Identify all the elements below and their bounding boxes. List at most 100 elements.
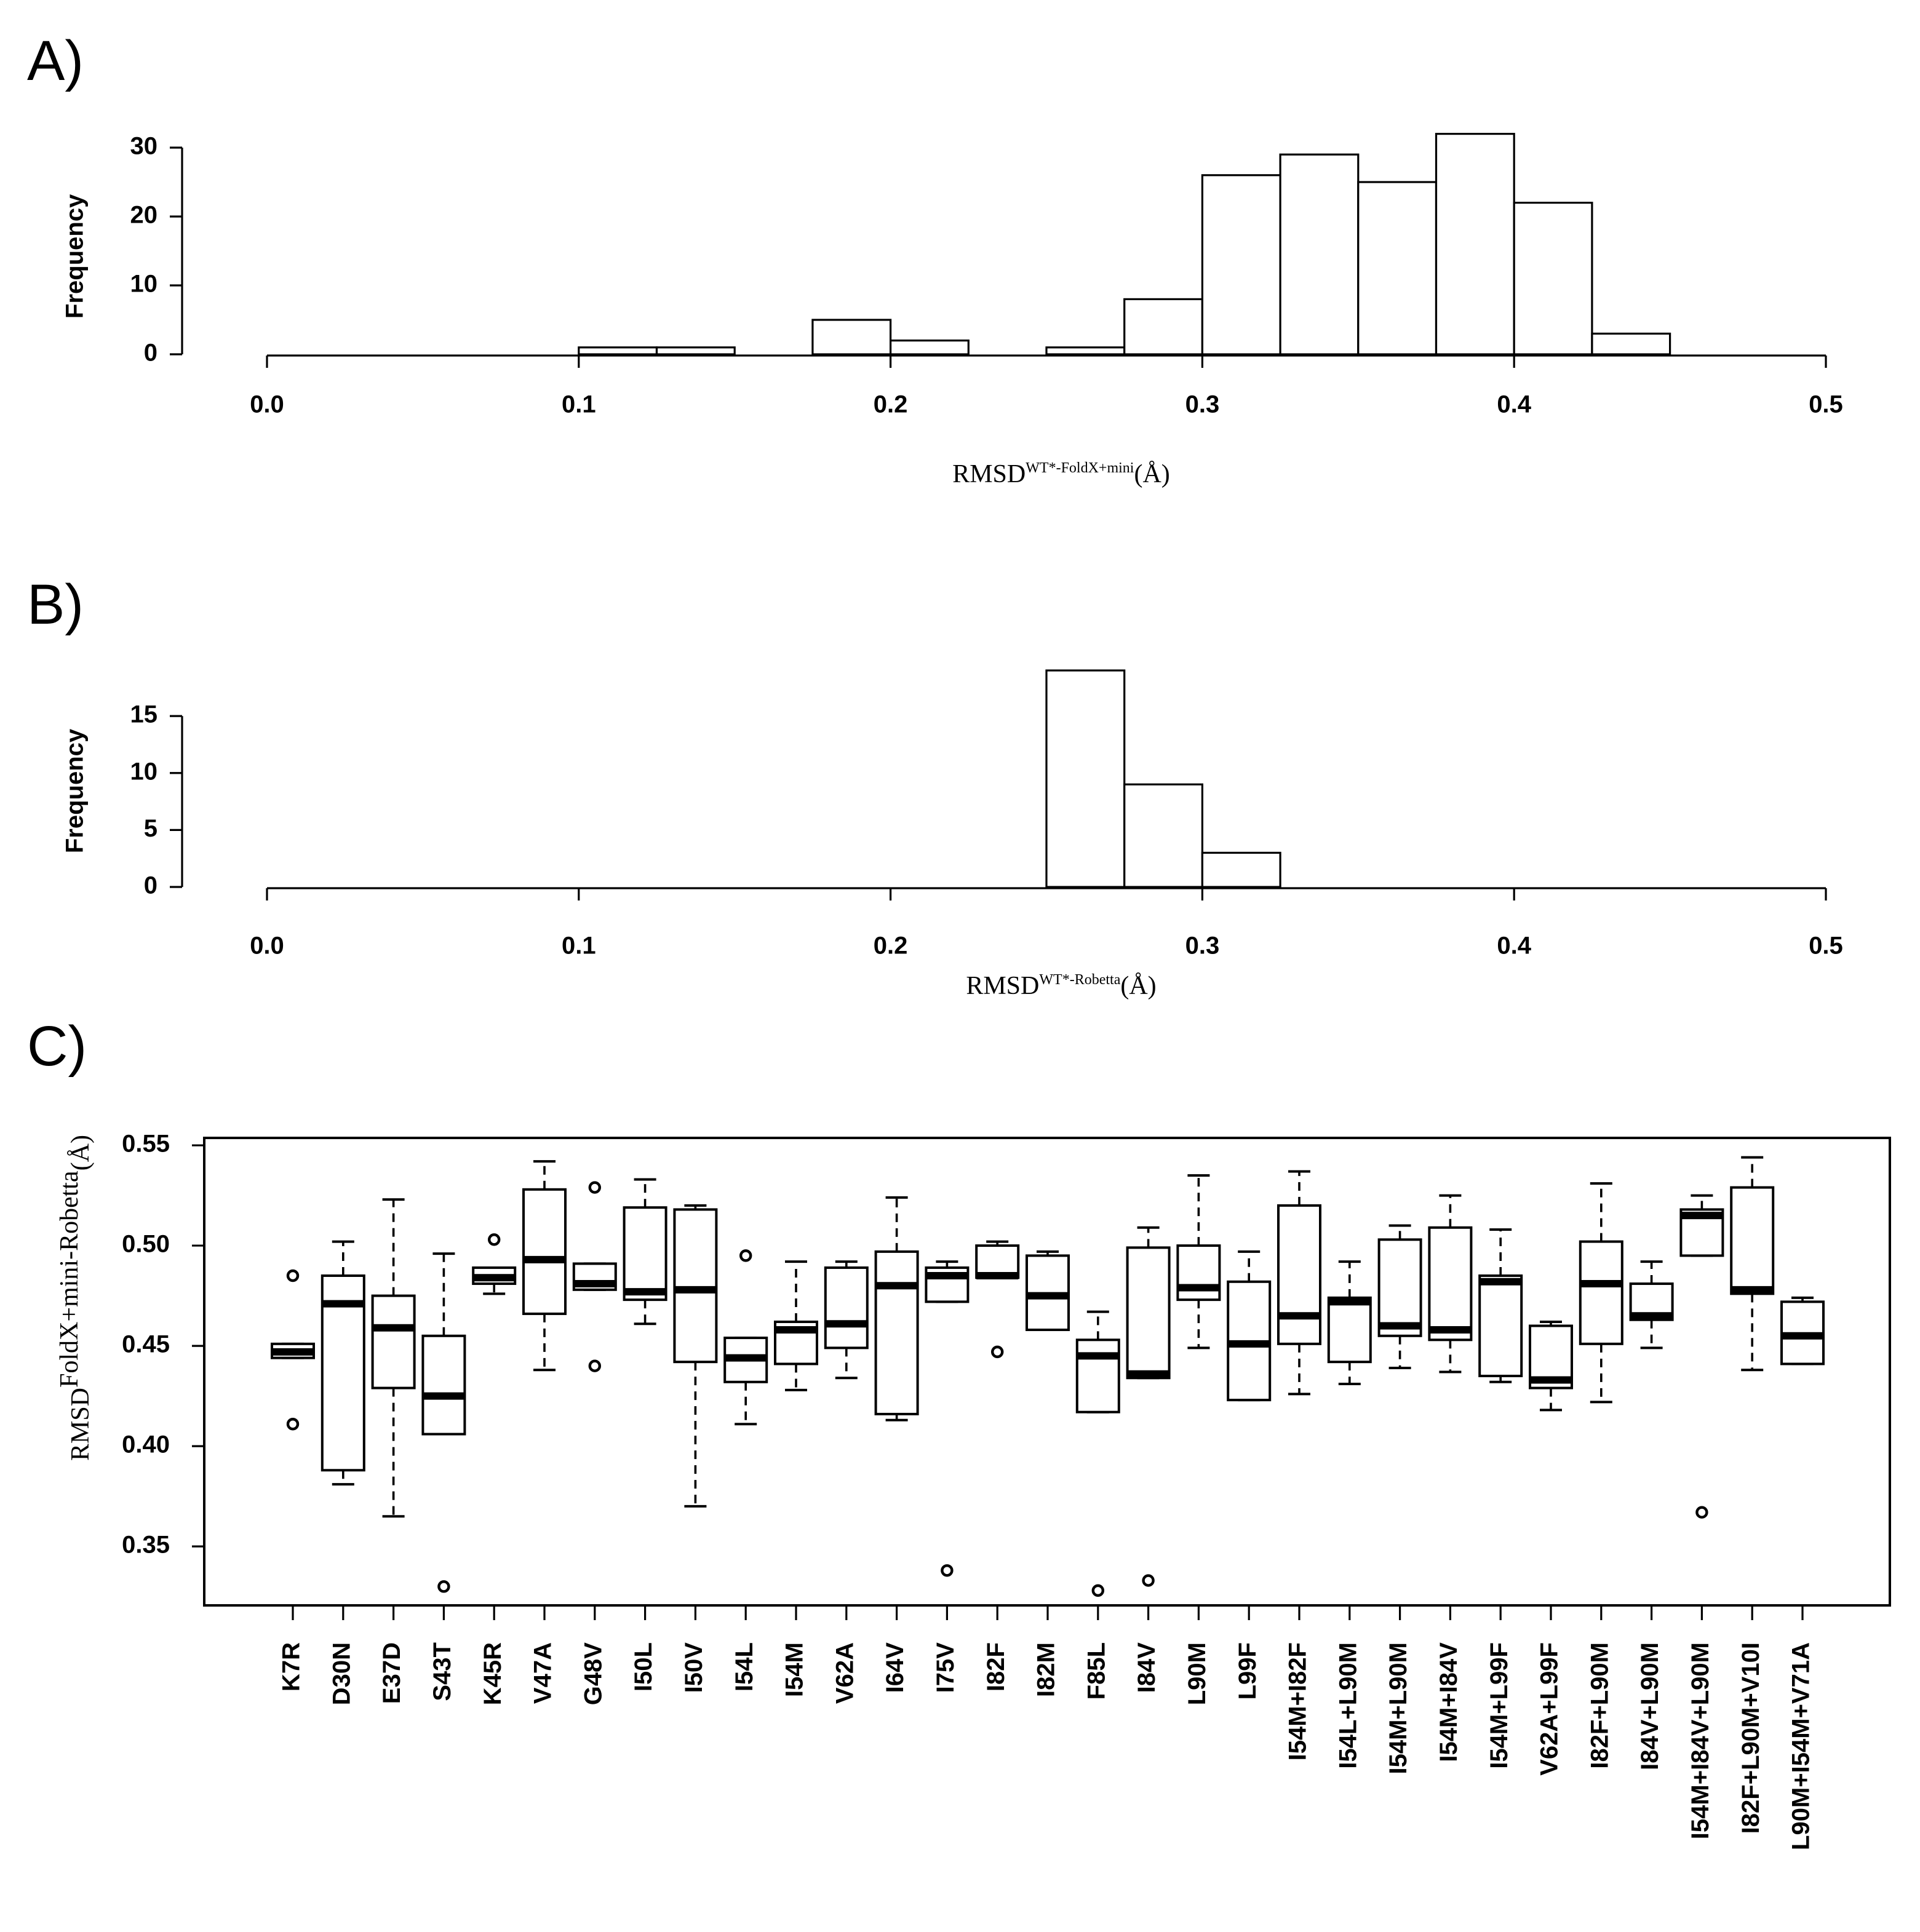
y-tick-label: 15 xyxy=(130,701,158,728)
x-tick-label: 0.3 xyxy=(1185,391,1220,418)
x-tick-label: I54M+I82F xyxy=(1285,1642,1312,1760)
box xyxy=(1277,1204,1321,1345)
box xyxy=(1579,1240,1623,1345)
x-tick-label: I82F xyxy=(982,1642,1010,1691)
outlier xyxy=(437,1580,450,1593)
x-tick-label: I84V xyxy=(1133,1642,1160,1693)
y-axis-title-unit: (Å) xyxy=(66,1135,95,1171)
x-tick-label: 0.1 xyxy=(562,932,596,960)
histogram-bar xyxy=(889,339,970,356)
x-tick-label: E37D xyxy=(378,1642,405,1704)
box xyxy=(522,1188,567,1315)
panel-label: A) xyxy=(27,30,84,92)
y-tick-label: 0 xyxy=(144,340,157,367)
box xyxy=(874,1250,919,1415)
histogram-bar xyxy=(1201,851,1281,888)
x-tick-label: G48V xyxy=(580,1642,607,1706)
outlier xyxy=(286,1269,300,1282)
x-tick-label: F85L xyxy=(1083,1642,1110,1699)
x-axis-title-main: RMSD xyxy=(966,972,1039,1000)
histogram-bar xyxy=(1123,298,1203,356)
x-axis-title-main: RMSD xyxy=(952,460,1026,488)
y-tick-label: 10 xyxy=(130,271,158,298)
histogram-bar xyxy=(1201,174,1281,356)
x-tick-label: I54M+L90M xyxy=(1385,1642,1412,1775)
x-axis-title-sup: WT*-Robetta xyxy=(1039,972,1120,988)
box xyxy=(1176,1244,1221,1302)
y-tick-label: 0.55 xyxy=(122,1131,170,1158)
y-axis-title: Frequency xyxy=(62,194,89,319)
x-axis-title: RMSDWT*-FoldX+mini(Å) xyxy=(952,460,1170,488)
box xyxy=(1126,1246,1171,1380)
x-axis-title-unit: (Å) xyxy=(1134,460,1169,488)
y-axis-title: RMSDFoldX+mini-Robetta(Å) xyxy=(55,1135,95,1461)
x-tick-label: I54M xyxy=(781,1642,808,1697)
outlier xyxy=(1142,1574,1155,1587)
x-tick-label: 0.2 xyxy=(874,391,908,418)
outlier xyxy=(488,1233,501,1246)
panel-label: B) xyxy=(27,573,84,636)
x-tick-label: 0.5 xyxy=(1809,932,1843,960)
x-tick-label: K45R xyxy=(479,1642,506,1705)
y-tick-label: 0 xyxy=(144,872,157,899)
y-axis-title-sup: FoldX+mini-Robetta xyxy=(55,1171,84,1388)
box xyxy=(371,1294,416,1389)
x-tick-label: I84V+L90M xyxy=(1636,1642,1663,1770)
x-tick-label: 0.5 xyxy=(1809,391,1843,418)
outlier xyxy=(588,1359,601,1372)
panel-label: C) xyxy=(27,1015,87,1078)
histogram-bar xyxy=(1123,783,1203,888)
y-tick-label: 0.35 xyxy=(122,1532,170,1559)
x-tick-label: I82M xyxy=(1033,1642,1060,1697)
x-axis-title-unit: (Å) xyxy=(1120,972,1156,1000)
x-tick-label: I54M+L99F xyxy=(1486,1642,1513,1769)
x-tick-label: 0.4 xyxy=(1497,391,1531,418)
histogram-bar xyxy=(1435,133,1515,356)
outlier xyxy=(1091,1584,1105,1597)
x-tick-label: S43T xyxy=(429,1642,456,1701)
histogram-bar xyxy=(1045,346,1126,356)
box xyxy=(1478,1274,1523,1378)
box xyxy=(421,1334,466,1436)
y-tick-label: 20 xyxy=(130,202,158,229)
y-tick-label: 0.50 xyxy=(122,1231,170,1258)
x-tick-label: I82F+L90M+V10I xyxy=(1737,1642,1764,1834)
x-tick-label: I75V xyxy=(932,1642,959,1693)
x-tick-label: I82F+L90M xyxy=(1586,1642,1613,1769)
histogram-bar xyxy=(1357,181,1438,356)
x-tick-label: V47A xyxy=(530,1642,557,1704)
histogram-bar xyxy=(1591,332,1671,356)
y-axis-title-main: RMSD xyxy=(66,1388,95,1461)
x-tick-label: I64V xyxy=(882,1642,909,1693)
x-tick-label: I50V xyxy=(680,1642,707,1693)
x-tick-label: D30N xyxy=(328,1642,355,1705)
box xyxy=(673,1208,718,1364)
x-tick-label: I54M+I84V+L90M xyxy=(1687,1642,1714,1839)
y-tick-label: 10 xyxy=(130,758,158,785)
histogram-bar xyxy=(1045,669,1126,888)
outlier xyxy=(941,1564,954,1577)
outlier xyxy=(990,1345,1004,1359)
outlier xyxy=(286,1418,300,1431)
y-tick-label: 0.45 xyxy=(122,1331,170,1358)
histogram-bar xyxy=(811,319,892,356)
histogram-bar xyxy=(1513,202,1593,356)
x-tick-label: I50L xyxy=(630,1642,657,1691)
box xyxy=(1377,1238,1422,1337)
x-tick-label: L90M+I54M+V71A xyxy=(1788,1642,1815,1850)
histogram-bar xyxy=(1279,153,1360,356)
box xyxy=(623,1206,667,1302)
x-tick-label: L99F xyxy=(1234,1642,1261,1699)
outlier xyxy=(739,1249,752,1262)
x-tick-label: K7R xyxy=(278,1642,305,1691)
x-tick-label: 0.2 xyxy=(874,932,908,960)
outlier xyxy=(1695,1506,1708,1519)
x-tick-label: I54L xyxy=(731,1642,758,1691)
x-tick-label: 0.0 xyxy=(250,932,284,960)
x-tick-label: 0.1 xyxy=(562,391,596,418)
box xyxy=(824,1266,869,1350)
box xyxy=(1075,1338,1120,1413)
x-tick-label: L90M xyxy=(1184,1642,1211,1705)
x-tick-label: 0.0 xyxy=(250,391,284,418)
